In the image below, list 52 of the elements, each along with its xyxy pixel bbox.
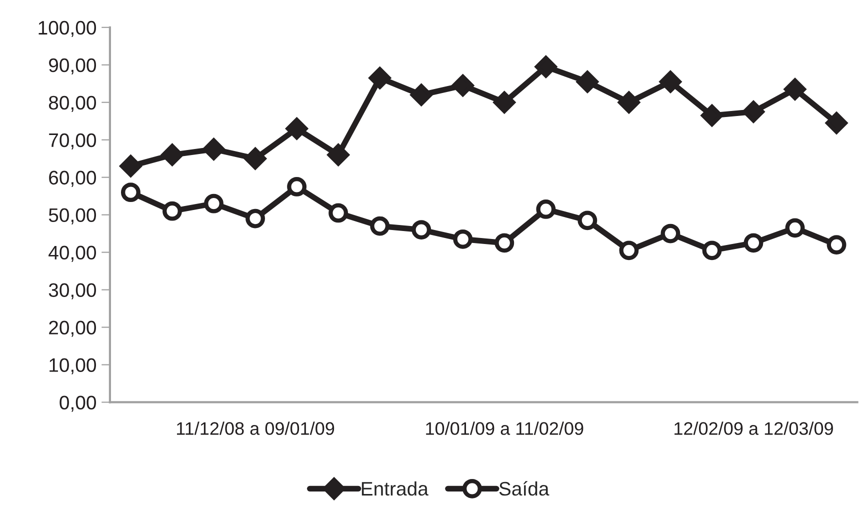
point	[327, 144, 350, 166]
x-tick-label: 10/01/09 a 11/02/09	[426, 422, 584, 435]
x-tick-label: 11/12/08 a 09/01/09	[176, 422, 334, 435]
point	[202, 138, 225, 160]
y-tick-label: 80,00	[48, 96, 96, 112]
x-tick-label: 12/02/09 a 12/03/09	[674, 422, 833, 435]
y-tick-label: 0,00	[60, 396, 96, 412]
point	[660, 70, 682, 93]
point	[536, 199, 556, 219]
point	[826, 112, 848, 134]
point	[286, 118, 308, 140]
point	[412, 220, 432, 240]
point	[410, 84, 432, 106]
y-tick-label: 90,00	[49, 58, 96, 74]
point	[370, 216, 390, 236]
point	[576, 70, 598, 93]
point	[701, 104, 723, 126]
point	[702, 240, 722, 260]
point	[494, 233, 514, 253]
y-tick-label: 20,00	[49, 320, 96, 337]
point	[619, 240, 639, 260]
point	[161, 144, 184, 166]
point	[660, 224, 680, 244]
y-tick-label: 70,00	[49, 133, 96, 150]
point	[162, 201, 182, 221]
point	[618, 91, 640, 114]
legend-label: Entrada	[362, 481, 428, 496]
point	[453, 229, 473, 249]
point	[246, 208, 265, 228]
point	[785, 218, 805, 238]
point	[784, 78, 806, 100]
legend-label: Saída	[499, 481, 550, 496]
point	[452, 74, 474, 96]
y-tick-label: 60,00	[49, 170, 96, 187]
point	[287, 176, 307, 196]
point	[826, 235, 846, 255]
point	[120, 155, 142, 178]
y-tick-label: 100,00	[38, 20, 96, 37]
point	[493, 91, 516, 114]
point	[120, 182, 140, 202]
y-tick-label: 40,00	[48, 246, 96, 262]
y-tick-label: 10,00	[50, 358, 96, 374]
point	[534, 56, 557, 78]
point	[742, 100, 764, 123]
point	[744, 233, 764, 253]
y-tick-label: 50,00	[48, 208, 96, 224]
point	[244, 148, 266, 170]
point	[204, 194, 224, 214]
y-tick-label: 30,00	[48, 283, 96, 300]
point	[578, 210, 598, 230]
point	[368, 67, 391, 89]
point	[328, 203, 348, 223]
